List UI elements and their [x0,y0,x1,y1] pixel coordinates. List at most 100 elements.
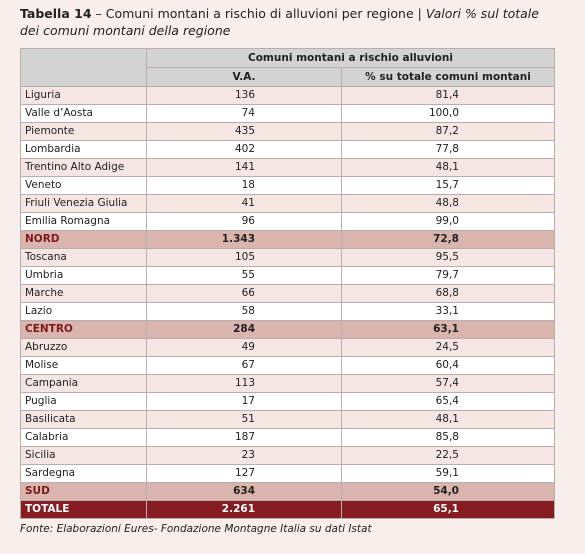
table-cell: Valle d’Aosta [20,104,147,123]
table-cell: Abruzzo [20,338,147,357]
table-cell: 187 [146,428,342,447]
table-row: Calabria 187 85,8 [20,428,555,447]
table-row: Friuli Venezia Giulia 41 48,8 [20,194,555,213]
table-row: Piemonte 435 87,2 [20,122,555,141]
title: Tabella 14 – Comuni montani a rischio di… [20,6,539,38]
table-title: – Comuni montani a rischio di alluvioni … [95,6,414,21]
table-cell: Sardegna [20,464,147,483]
table-cell: 79,7 [341,266,555,285]
table-cell: 48,8 [341,194,555,213]
table-row: Sicilia 23 22,5 [20,446,555,465]
group-header: Comuni montani a rischio alluvioni [146,48,555,68]
table-row: Lombardia 402 77,8 [20,140,555,159]
table-cell: 23 [146,446,342,465]
table-cell: Liguria [20,86,147,105]
empty-header [20,48,147,87]
table-row: Molise 67 60,4 [20,356,555,375]
table-cell: 99,0 [341,212,555,231]
table-row: Marche 66 68,8 [20,284,555,303]
table-cell: 22,5 [341,446,555,465]
table-cell: 33,1 [341,302,555,321]
table-subtitle: Valori % sul totale dei comuni montani d… [20,6,539,38]
table-cell: 51 [146,410,342,429]
table-cell: Piemonte [20,122,147,141]
table-cell: 105 [146,248,342,267]
table-cell: 24,5 [341,338,555,357]
table-row: Trentino Alto Adige 141 48,1 [20,158,555,177]
table-cell: NORD [20,230,147,249]
table-cell: 95,5 [341,248,555,267]
table-cell: 85,8 [341,428,555,447]
table-cell: Molise [20,356,147,375]
column-header: % su totale comuni montani [341,67,555,87]
table-row: Lazio 58 33,1 [20,302,555,321]
table-cell: TOTALE [20,500,147,519]
table-cell: 634 [146,482,342,501]
table-cell: Friuli Venezia Giulia [20,194,147,213]
table-cell: 65,4 [341,392,555,411]
table-cell: 136 [146,86,342,105]
table-cell: Veneto [20,176,147,195]
table-cell: 17 [146,392,342,411]
table-cell: 141 [146,158,342,177]
table-cell: 96 [146,212,342,231]
table-row: Basilicata 51 48,1 [20,410,555,429]
table-label: Tabella 14 [20,6,92,21]
table-cell: 54,0 [341,482,555,501]
table-cell: Calabria [20,428,147,447]
data-table: Comuni montani a rischio alluvioni V.A.%… [20,48,555,519]
column-header: V.A. [146,67,342,87]
table-cell: Lazio [20,302,147,321]
table-cell: 66 [146,284,342,303]
table-cell: 58 [146,302,342,321]
table-cell: 65,1 [341,500,555,519]
table-cell: 18 [146,176,342,195]
table-cell: Basilicata [20,410,147,429]
table-cell: 41 [146,194,342,213]
table-cell: 48,1 [341,410,555,429]
table-cell: 284 [146,320,342,339]
table-row: Veneto 18 15,7 [20,176,555,195]
table-cell: 57,4 [341,374,555,393]
table-cell: Trentino Alto Adige [20,158,147,177]
table-cell: Campania [20,374,147,393]
table-row: Valle d’Aosta 74 100,0 [20,104,555,123]
table-cell: 402 [146,140,342,159]
table-row: Umbria 55 79,7 [20,266,555,285]
table-cell: 87,2 [341,122,555,141]
table-cell: 127 [146,464,342,483]
table-cell: 15,7 [341,176,555,195]
table-cell: 49 [146,338,342,357]
table-row: Emilia Romagna 96 99,0 [20,212,555,231]
table-row: NORD 1.343 72,8 [20,230,555,249]
table-row: Sardegna 127 59,1 [20,464,555,483]
table-row: Toscana 105 95,5 [20,248,555,267]
table-row: CENTRO 284 63,1 [20,320,555,339]
table-cell: 81,4 [341,86,555,105]
table-cell: 68,8 [341,284,555,303]
table-row: TOTALE 2.261 65,1 [20,500,555,519]
table-row: SUD 634 54,0 [20,482,555,501]
table-cell: CENTRO [20,320,147,339]
table-cell: 100,0 [341,104,555,123]
table-cell: 48,1 [341,158,555,177]
table-cell: Toscana [20,248,147,267]
table-cell: SUD [20,482,147,501]
table-cell: 59,1 [341,464,555,483]
table-cell: 435 [146,122,342,141]
table-cell: 72,8 [341,230,555,249]
table-row: Campania 113 57,4 [20,374,555,393]
table-cell: Umbria [20,266,147,285]
table-cell: Puglia [20,392,147,411]
table-cell: 63,1 [341,320,555,339]
table-cell: Marche [20,284,147,303]
table-cell: 2.261 [146,500,342,519]
table-cell: 113 [146,374,342,393]
table-row: Abruzzo 49 24,5 [20,338,555,357]
table-cell: 55 [146,266,342,285]
table-cell: 77,8 [341,140,555,159]
table-row: Puglia 17 65,4 [20,392,555,411]
table-cell: 74 [146,104,342,123]
source-note: Fonte: Elaborazioni Eures- Fondazione Mo… [20,523,372,535]
